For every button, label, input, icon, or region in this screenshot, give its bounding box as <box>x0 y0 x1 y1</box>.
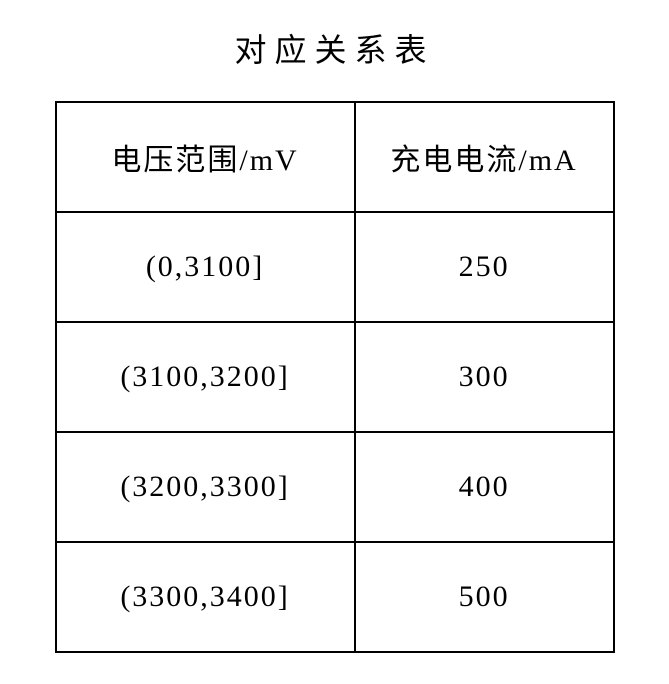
cell-current-2: 400 <box>355 432 614 542</box>
correspondence-table: 电压范围/mV 充电电流/mA (0,3100] 250 (3100,3200]… <box>55 101 615 653</box>
table-row: (3300,3400] 500 <box>56 542 614 652</box>
table-row: (3200,3300] 400 <box>56 432 614 542</box>
cell-current-1: 300 <box>355 322 614 432</box>
header-current: 充电电流/mA <box>355 102 614 212</box>
cell-voltage-0: (0,3100] <box>56 212 355 322</box>
table-header-row: 电压范围/mV 充电电流/mA <box>56 102 614 212</box>
cell-voltage-3: (3300,3400] <box>56 542 355 652</box>
cell-current-3: 500 <box>355 542 614 652</box>
cell-current-0: 250 <box>355 212 614 322</box>
cell-voltage-1: (3100,3200] <box>56 322 355 432</box>
cell-voltage-2: (3200,3300] <box>56 432 355 542</box>
table-row: (3100,3200] 300 <box>56 322 614 432</box>
table-title: 对应关系表 <box>234 25 434 71</box>
header-voltage: 电压范围/mV <box>56 102 355 212</box>
table-row: (0,3100] 250 <box>56 212 614 322</box>
